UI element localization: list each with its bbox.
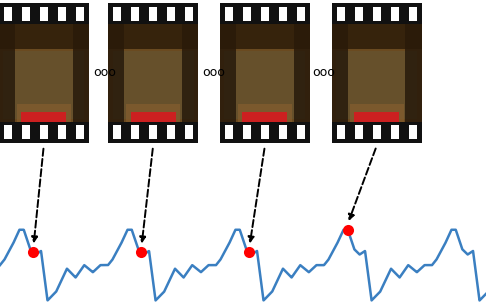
Bar bbox=[238, 104, 292, 122]
Bar bbox=[405, 24, 422, 122]
Bar bbox=[225, 50, 305, 119]
Bar bbox=[131, 112, 175, 122]
Text: ooo: ooo bbox=[312, 67, 335, 79]
Bar bbox=[391, 126, 399, 139]
Bar bbox=[261, 7, 269, 21]
Bar bbox=[76, 126, 84, 139]
Bar bbox=[76, 7, 84, 21]
Bar bbox=[297, 7, 305, 21]
Bar bbox=[126, 104, 180, 122]
Bar bbox=[220, 24, 310, 122]
Bar bbox=[149, 7, 157, 21]
Bar bbox=[108, 122, 198, 143]
Bar bbox=[337, 126, 345, 139]
Bar bbox=[331, 122, 421, 143]
Bar bbox=[0, 24, 88, 49]
Bar bbox=[279, 7, 287, 21]
Bar bbox=[4, 126, 12, 139]
Bar bbox=[350, 104, 403, 122]
Bar bbox=[113, 126, 121, 139]
Bar bbox=[185, 126, 193, 139]
Bar bbox=[220, 24, 236, 122]
Text: ooo: ooo bbox=[202, 67, 226, 79]
Bar bbox=[243, 7, 251, 21]
Bar bbox=[220, 24, 310, 49]
Bar bbox=[391, 7, 399, 21]
Bar bbox=[3, 50, 84, 119]
Bar bbox=[131, 126, 139, 139]
Bar bbox=[113, 50, 193, 119]
Bar bbox=[0, 122, 88, 143]
Bar bbox=[167, 7, 175, 21]
Bar bbox=[108, 24, 198, 49]
Bar bbox=[331, 3, 421, 24]
Bar bbox=[331, 24, 348, 122]
Bar bbox=[185, 7, 193, 21]
Bar bbox=[131, 7, 139, 21]
Bar bbox=[149, 126, 157, 139]
Text: ooo: ooo bbox=[93, 67, 116, 79]
Bar bbox=[0, 24, 15, 122]
Bar bbox=[261, 126, 269, 139]
Bar bbox=[22, 126, 30, 139]
Bar bbox=[373, 7, 381, 21]
Bar bbox=[113, 7, 121, 21]
Bar bbox=[355, 7, 363, 21]
Bar bbox=[182, 24, 198, 122]
Bar bbox=[108, 24, 124, 122]
Bar bbox=[17, 104, 70, 122]
Bar bbox=[243, 126, 251, 139]
Bar bbox=[337, 7, 345, 21]
Bar bbox=[4, 7, 12, 21]
Bar bbox=[279, 126, 287, 139]
Bar bbox=[409, 126, 417, 139]
Bar bbox=[167, 126, 175, 139]
Bar bbox=[354, 112, 399, 122]
Bar bbox=[220, 122, 310, 143]
Bar bbox=[373, 126, 381, 139]
Bar bbox=[72, 24, 88, 122]
Bar bbox=[243, 112, 287, 122]
Bar bbox=[409, 7, 417, 21]
Bar bbox=[225, 7, 233, 21]
Bar bbox=[331, 24, 421, 122]
Bar bbox=[40, 7, 48, 21]
Bar bbox=[108, 3, 198, 24]
Bar bbox=[58, 7, 66, 21]
Bar bbox=[0, 24, 88, 122]
Bar bbox=[294, 24, 310, 122]
Bar bbox=[22, 7, 30, 21]
Bar bbox=[21, 112, 66, 122]
Bar bbox=[355, 126, 363, 139]
Bar bbox=[336, 50, 417, 119]
Bar bbox=[40, 126, 48, 139]
Bar bbox=[58, 126, 66, 139]
Bar bbox=[220, 3, 310, 24]
Bar bbox=[297, 126, 305, 139]
Bar bbox=[225, 126, 233, 139]
Bar bbox=[0, 3, 88, 24]
Bar bbox=[331, 24, 421, 49]
Bar bbox=[108, 24, 198, 122]
